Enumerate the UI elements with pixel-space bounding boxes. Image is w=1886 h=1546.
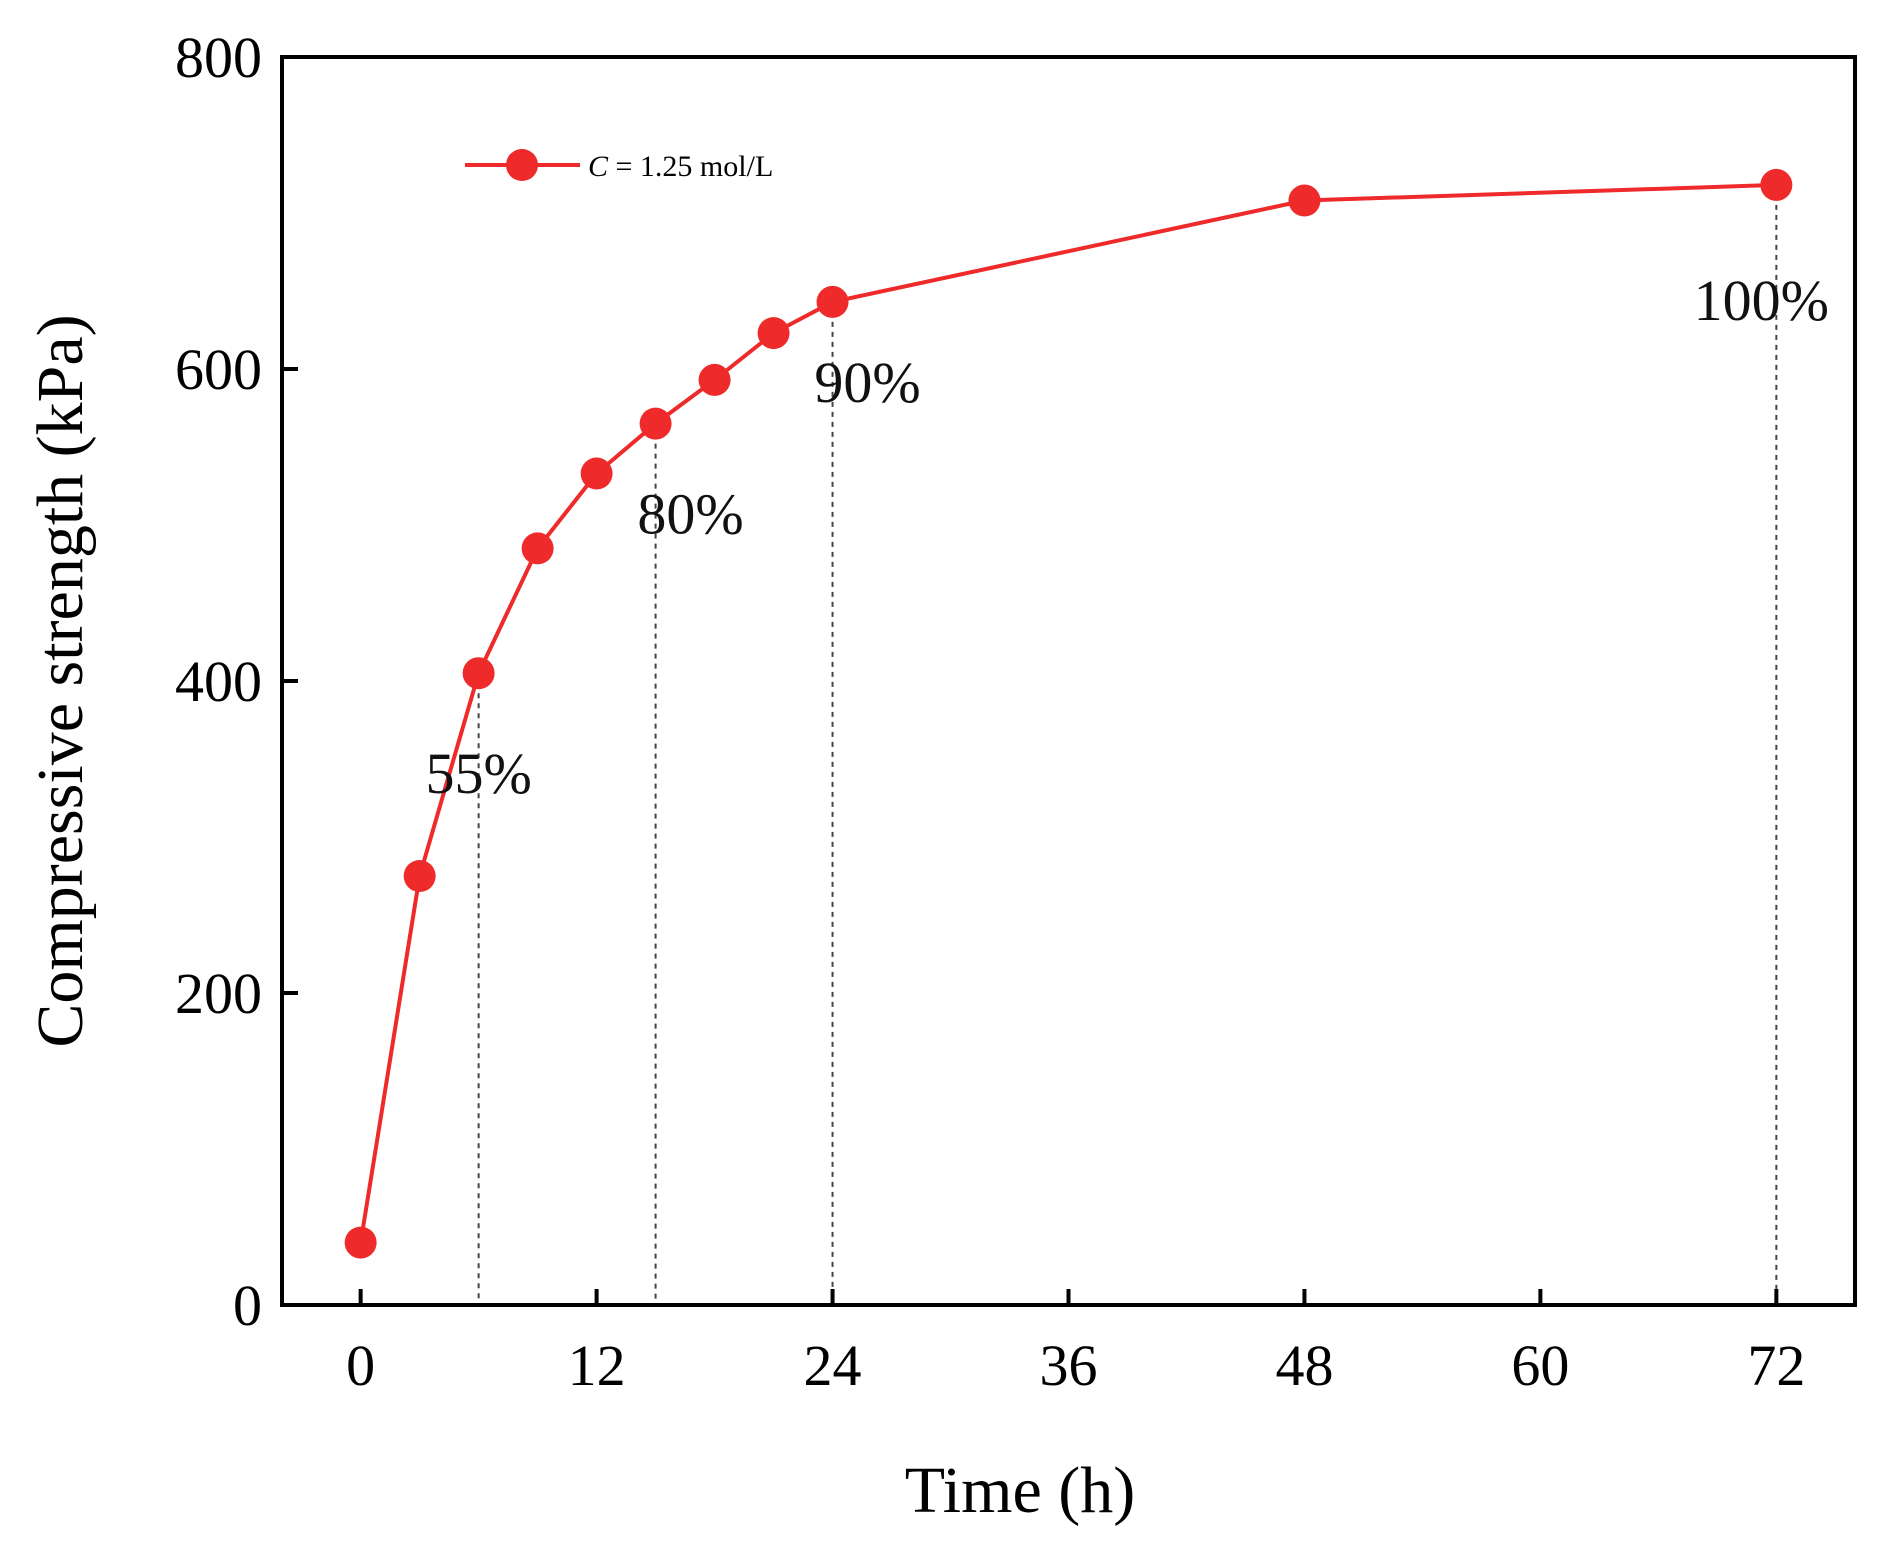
x-tick-label: 0 [346, 1333, 375, 1398]
data-point [521, 532, 554, 565]
plot-frame [280, 55, 1857, 1307]
data-point [757, 317, 790, 350]
x-tick-label: 36 [1040, 1333, 1098, 1398]
legend-marker [506, 149, 538, 181]
x-axis: 0 12 24 36 48 60 72 [346, 1289, 1805, 1398]
x-axis-title: Time (h) [905, 1454, 1135, 1527]
series-group [344, 168, 1793, 1259]
x-tick-label: 12 [568, 1333, 626, 1398]
y-axis: 0 200 400 600 800 [175, 25, 298, 1338]
data-point [403, 860, 436, 892]
data-point [344, 1226, 377, 1259]
guide-lines [477, 184, 1778, 1305]
y-tick-label: 0 [233, 1273, 262, 1338]
y-tick-label: 600 [175, 337, 262, 402]
series-line [358, 182, 1777, 1243]
y-axis-title: Compressive strength (kPa) [24, 314, 97, 1047]
y-tick-label: 800 [175, 25, 262, 90]
annotation-label: 80% [637, 482, 743, 547]
x-tick-label: 24 [804, 1333, 862, 1398]
legend-label-italic: C [588, 150, 609, 183]
legend-label: C = 1.25 mol/L [588, 150, 773, 183]
annotations: 55% 80% 90% 100% [425, 268, 1829, 806]
x-tick-label: 72 [1747, 1333, 1805, 1398]
data-point [580, 457, 613, 490]
annotation-label: 90% [814, 350, 920, 415]
annotation-label: 55% [425, 741, 531, 806]
x-tick-label: 48 [1275, 1333, 1333, 1398]
data-point [698, 363, 731, 396]
x-tick-label: 60 [1511, 1333, 1569, 1398]
y-tick-label: 400 [175, 649, 262, 714]
data-point [1760, 168, 1793, 201]
data-point [1288, 184, 1321, 217]
annotation-label: 100% [1694, 268, 1829, 333]
legend-label-rest: = 1.25 mol/L [608, 150, 773, 183]
data-point [462, 657, 495, 690]
legend: C = 1.25 mol/L [465, 149, 773, 183]
data-point [639, 407, 672, 440]
data-point [816, 285, 849, 318]
y-tick-label: 200 [175, 961, 262, 1026]
